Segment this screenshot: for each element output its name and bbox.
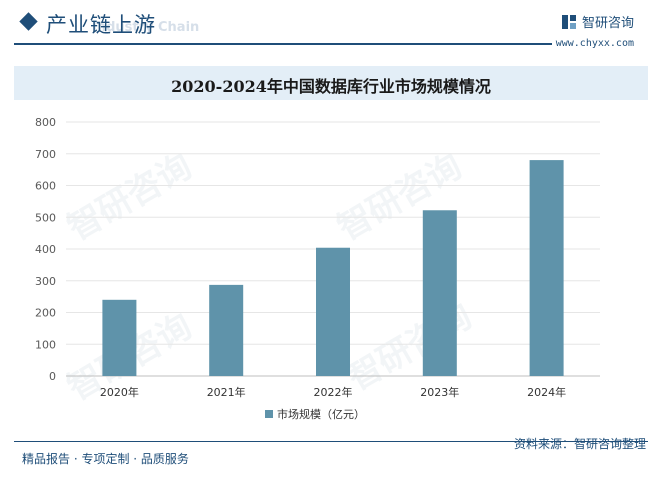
y-tick-label: 200 (35, 307, 56, 320)
y-tick-label: 0 (49, 370, 56, 383)
legend-swatch (265, 410, 273, 418)
bar-chart: 0 100 200 300 400 500 600 700 800 2020年 2021年 2022年… (35, 116, 600, 421)
y-tick-label: 600 (35, 180, 56, 193)
footer-divider (14, 441, 648, 442)
x-tick-label: 2020年 (100, 385, 139, 399)
brand: 智研咨询 (561, 12, 634, 31)
legend-label: 市场规模（亿元） (277, 407, 365, 421)
section-title: 产业链上游 (46, 13, 156, 37)
y-tick-label: 400 (35, 243, 56, 256)
header-divider (14, 43, 552, 45)
chart-title: 2020-2024年中国数据库行业市场规模情况 (171, 77, 491, 96)
brand-name: 智研咨询 (581, 16, 634, 31)
y-tick-label: 500 (35, 211, 56, 224)
bar-2020年 (102, 299, 137, 376)
x-tick-label: 2021年 (207, 385, 246, 399)
bar-2022年 (316, 247, 350, 376)
x-tick-label: 2022年 (314, 385, 353, 399)
data-source: 资料来源：智研咨询整理 (513, 437, 646, 451)
diamond-icon (19, 12, 38, 31)
brand-url: www.chyxx.com (555, 38, 634, 49)
bar-2024年 (529, 160, 564, 376)
y-tick-label: 100 (35, 338, 56, 351)
header: Industry Chain 产业链上游 智研咨询 www.chyxx.com (0, 0, 662, 52)
brand-logo-icon (561, 14, 576, 29)
bar-2021年 (209, 284, 244, 376)
section-subtitle: Industry Chain (92, 20, 200, 35)
bar-2023年 (422, 210, 457, 376)
y-tick-label: 700 (35, 148, 56, 161)
y-tick-label: 800 (35, 116, 56, 129)
x-tick-label: 2024年 (527, 385, 566, 399)
y-tick-label: 300 (35, 275, 56, 288)
x-tick-label: 2023年 (420, 385, 459, 399)
footer-tagline: 精品报告 · 专项定制 · 品质服务 (22, 452, 189, 466)
chart-title-band: 2020-2024年中国数据库行业市场规模情况 (14, 66, 648, 100)
